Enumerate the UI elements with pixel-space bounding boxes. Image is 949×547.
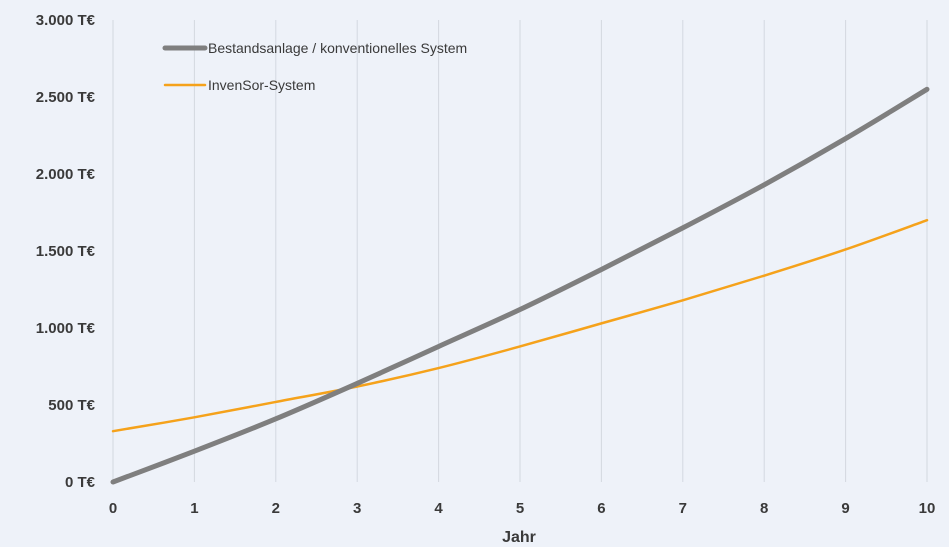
x-tick-label: 4 bbox=[434, 500, 443, 517]
x-tick-label: 0 bbox=[109, 500, 117, 517]
y-tick-label: 0 T€ bbox=[65, 474, 96, 491]
x-tick-label: 3 bbox=[353, 500, 361, 517]
x-tick-label: 2 bbox=[272, 500, 280, 517]
y-axis-ticks: 0 T€ 500 T€ 1.000 T€ 1.500 T€ 2.000 T€ 2.500 … bbox=[36, 12, 96, 491]
x-tick-label: 6 bbox=[597, 500, 605, 517]
x-tick-label: 9 bbox=[841, 500, 849, 517]
x-tick-label: 8 bbox=[760, 500, 768, 517]
y-tick-label: 1.000 T€ bbox=[36, 320, 96, 337]
y-tick-label: 1.500 T€ bbox=[36, 243, 96, 260]
y-tick-label: 2.000 T€ bbox=[36, 166, 96, 183]
series-lines bbox=[110, 86, 930, 485]
series-line-invensor bbox=[111, 218, 929, 433]
x-tick-label: 5 bbox=[516, 500, 524, 517]
x-axis-ticks: 0 1 2 3 4 5 6 7 8 9 10 bbox=[109, 500, 936, 517]
y-tick-label: 3.000 T€ bbox=[36, 12, 96, 29]
legend: Bestandsanlage / konventionelles System I… bbox=[162, 40, 467, 93]
y-tick-label: 2.500 T€ bbox=[36, 89, 96, 106]
x-axis-title: Jahr bbox=[502, 529, 536, 546]
legend-label: InvenSor-System bbox=[208, 77, 315, 93]
x-tick-label: 1 bbox=[190, 500, 198, 517]
x-tick-label: 7 bbox=[679, 500, 687, 517]
grid bbox=[112, 20, 928, 482]
legend-label: Bestandsanlage / konventionelles System bbox=[208, 40, 467, 56]
y-tick-label: 500 T€ bbox=[48, 397, 95, 414]
x-tick-label: 10 bbox=[919, 500, 936, 517]
series-line-bestandsanlage bbox=[110, 86, 930, 485]
